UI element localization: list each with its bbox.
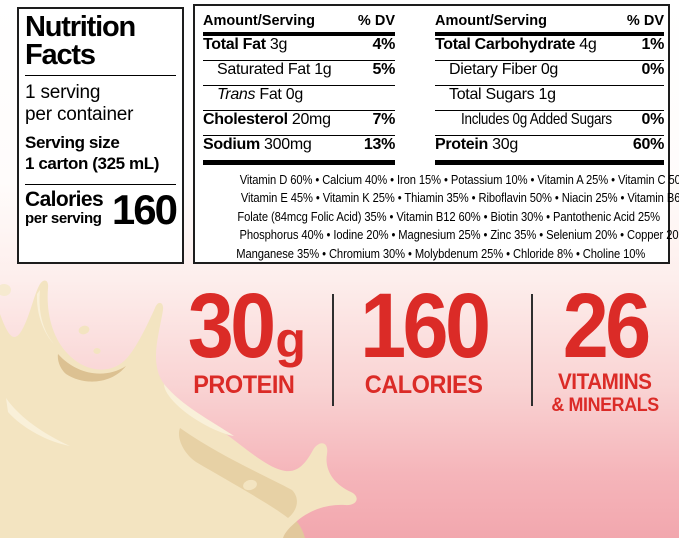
stat-divider: [332, 294, 334, 406]
nutrient-row-total-fat: Total Fat 3g 4%: [203, 36, 395, 61]
servings-line-1: 1 serving: [25, 82, 101, 104]
nutrient-row-cholesterol: Cholesterol 20mg 7%: [203, 111, 395, 136]
calories-stat-label: CALORIES: [365, 371, 483, 400]
title-line-2: Facts: [25, 38, 96, 71]
stat-vitamins-minerals: 26 VITAMINS & MINERALS: [534, 275, 676, 417]
nutrient-row-total-sugars: Total Sugars 1g: [435, 86, 664, 111]
nutrient-row-protein: Protein 30g 60%: [435, 136, 664, 161]
micronutrients-line-5: Manganese 35% • Chromium 30% • Molybdenu…: [236, 245, 646, 261]
servings-per-container: 1 serving per container: [25, 82, 176, 126]
divider-rule: [25, 75, 176, 77]
thick-bar: [435, 32, 664, 36]
minerals-label: & MINERALS: [551, 395, 659, 417]
micronutrients-list: Vitamin D 60% • Calcium 40% • Iron 15% •…: [203, 171, 679, 263]
title-line-1: Nutrition: [25, 11, 136, 43]
dv-value: 4%: [372, 36, 395, 53]
dv-value: 13%: [363, 136, 395, 153]
serving-size: Serving size 1 carton (325 mL): [25, 133, 176, 174]
dv-value: 7%: [372, 111, 395, 128]
micronutrients-line-3: Folate (84mcg Folic Acid) 35% • Vitamin …: [237, 208, 661, 224]
calories-label: Calories: [25, 187, 104, 211]
serving-size-value: 1 carton (325 mL): [25, 153, 159, 173]
nutrition-facts-panel: Nutrition Facts 1 serving per container …: [17, 7, 184, 264]
stat-calories: 160 CALORIES: [336, 275, 512, 400]
column-2-header: Amount/Serving % DV: [435, 11, 664, 32]
vitamins-count-value: 26: [562, 275, 652, 377]
dv-value: 0%: [641, 111, 664, 128]
amount-serving-column-1: Amount/Serving % DV Total Fat 3g 4% Satu…: [203, 11, 395, 165]
amount-serving-column-2: Amount/Serving % DV Total Carbohydrate 4…: [435, 11, 664, 165]
micronutrients-line-2: Vitamin E 45% • Vitamin K 25% • Thiamin …: [240, 190, 679, 206]
dv-value: 5%: [372, 61, 395, 78]
nutrient-row-sodium: Sodium 300mg 13%: [203, 136, 395, 161]
divider-rule: [25, 183, 176, 185]
micronutrients-line-1: Vitamin D 60% • Calcium 40% • Iron 15% •…: [239, 172, 679, 187]
thick-bar: [203, 32, 395, 36]
calories-sublabel: per serving: [25, 209, 102, 227]
column-1-header: Amount/Serving % DV: [203, 11, 395, 32]
thick-bar: [203, 161, 395, 165]
protein-grams-unit: g: [275, 312, 306, 368]
vitamins-label: VITAMINS: [558, 369, 652, 395]
amount-serving-heading: Amount/Serving: [203, 13, 315, 29]
nutrient-row-trans-fat: Trans Fat 0g: [203, 86, 395, 111]
percent-dv-heading: % DV: [357, 13, 395, 29]
stat-divider: [531, 294, 533, 406]
thick-bar: [435, 161, 664, 165]
nutrient-row-dietary-fiber: Dietary Fiber 0g 0%: [435, 61, 664, 86]
nutrient-row-total-carbohydrate: Total Carbohydrate 4g 1%: [435, 36, 664, 61]
amount-serving-heading: Amount/Serving: [435, 13, 547, 29]
serving-size-label: Serving size: [25, 133, 120, 153]
protein-grams-value: 30: [187, 275, 277, 377]
protein-label: PROTEIN: [193, 371, 295, 400]
milk-splash-illustration: [0, 280, 357, 538]
nutrition-detail-panel: Amount/Serving % DV Total Fat 3g 4% Satu…: [193, 4, 679, 264]
dv-value: 0%: [641, 61, 664, 78]
calories-row: Calories per serving 160: [25, 185, 178, 233]
stat-protein: 30 g PROTEIN: [158, 275, 330, 400]
dv-value: 60%: [632, 136, 664, 153]
micronutrients-line-4: Phosphorus 40% • Iodine 20% • Magnesium …: [239, 227, 679, 243]
nutrition-facts-title: Nutrition Facts: [25, 11, 176, 71]
percent-dv-heading: % DV: [626, 13, 664, 29]
dv-value: 1%: [641, 36, 664, 53]
servings-line-2: per container: [25, 104, 134, 126]
nutrient-row-added-sugars: Includes 0g Added Sugars 0%: [435, 111, 664, 136]
calories-stat-value: 160: [360, 275, 491, 377]
nutrient-row-saturated-fat: Saturated Fat 1g 5%: [203, 61, 395, 86]
calories-value: 160: [111, 185, 178, 233]
